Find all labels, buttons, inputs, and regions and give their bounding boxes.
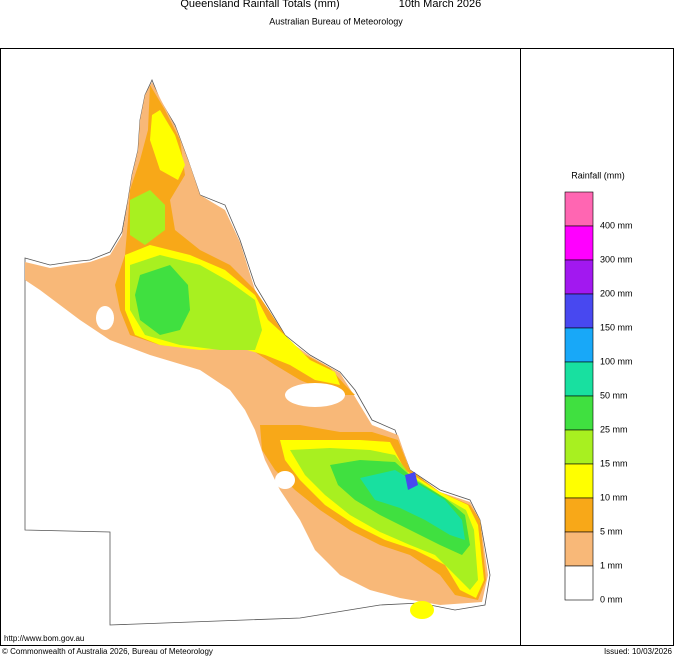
map-title: Queensland Rainfall Totals (mm) bbox=[180, 0, 339, 10]
rain-10mm bbox=[150, 110, 185, 180]
legend-swatch bbox=[564, 497, 594, 533]
legend-label: 300 mm bbox=[600, 254, 633, 264]
legend-swatch bbox=[564, 531, 594, 567]
legend-swatch bbox=[564, 429, 594, 465]
footer-issued: Issued: 10/03/2026 bbox=[604, 647, 673, 656]
legend-label: 50 mm bbox=[600, 390, 628, 400]
rain-150mm bbox=[405, 472, 418, 490]
map bbox=[24, 78, 491, 626]
legend-label: 25 mm bbox=[600, 424, 628, 434]
legend-swatch bbox=[564, 191, 594, 227]
legend-title: Rainfall (mm) bbox=[571, 170, 625, 180]
legend-swatch bbox=[564, 565, 594, 601]
rain-50mm bbox=[360, 470, 465, 540]
dry-patch bbox=[96, 306, 114, 330]
legend-label: 10 mm bbox=[600, 492, 628, 502]
legend-swatch bbox=[564, 463, 594, 499]
legend-label: 400 mm bbox=[600, 220, 633, 230]
footer-url: http://www.bom.gov.au bbox=[4, 634, 84, 643]
legend-label: 0 mm bbox=[600, 594, 623, 604]
legend-label: 5 mm bbox=[600, 526, 623, 536]
legend-swatch bbox=[564, 361, 594, 397]
legend-label: 1 mm bbox=[600, 560, 623, 570]
rain-local-high bbox=[410, 601, 434, 619]
map-date: 10th March 2026 bbox=[399, 0, 482, 10]
legend: 400 mm 300 mm 200 mm 150 mm 100 mm 50 mm 25 mm… bbox=[564, 191, 633, 604]
legend-swatch bbox=[564, 225, 594, 261]
dry-patch bbox=[275, 471, 295, 489]
rain-15mm-south bbox=[290, 448, 478, 590]
dry-patch bbox=[285, 383, 345, 407]
legend-label: 15 mm bbox=[600, 458, 628, 468]
rain-25mm-nw bbox=[130, 190, 165, 245]
legend-swatch bbox=[564, 395, 594, 431]
legend-label: 200 mm bbox=[600, 288, 633, 298]
legend-label: 150 mm bbox=[600, 322, 633, 332]
map-subtitle: Australian Bureau of Meteorology bbox=[269, 16, 403, 26]
legend-label: 100 mm bbox=[600, 356, 633, 366]
rain-25mm bbox=[135, 265, 190, 335]
legend-swatch bbox=[564, 327, 594, 363]
footer-copyright: © Commonwealth of Australia 2026, Bureau… bbox=[2, 647, 213, 656]
legend-swatch bbox=[564, 259, 594, 295]
legend-swatch bbox=[564, 293, 594, 329]
